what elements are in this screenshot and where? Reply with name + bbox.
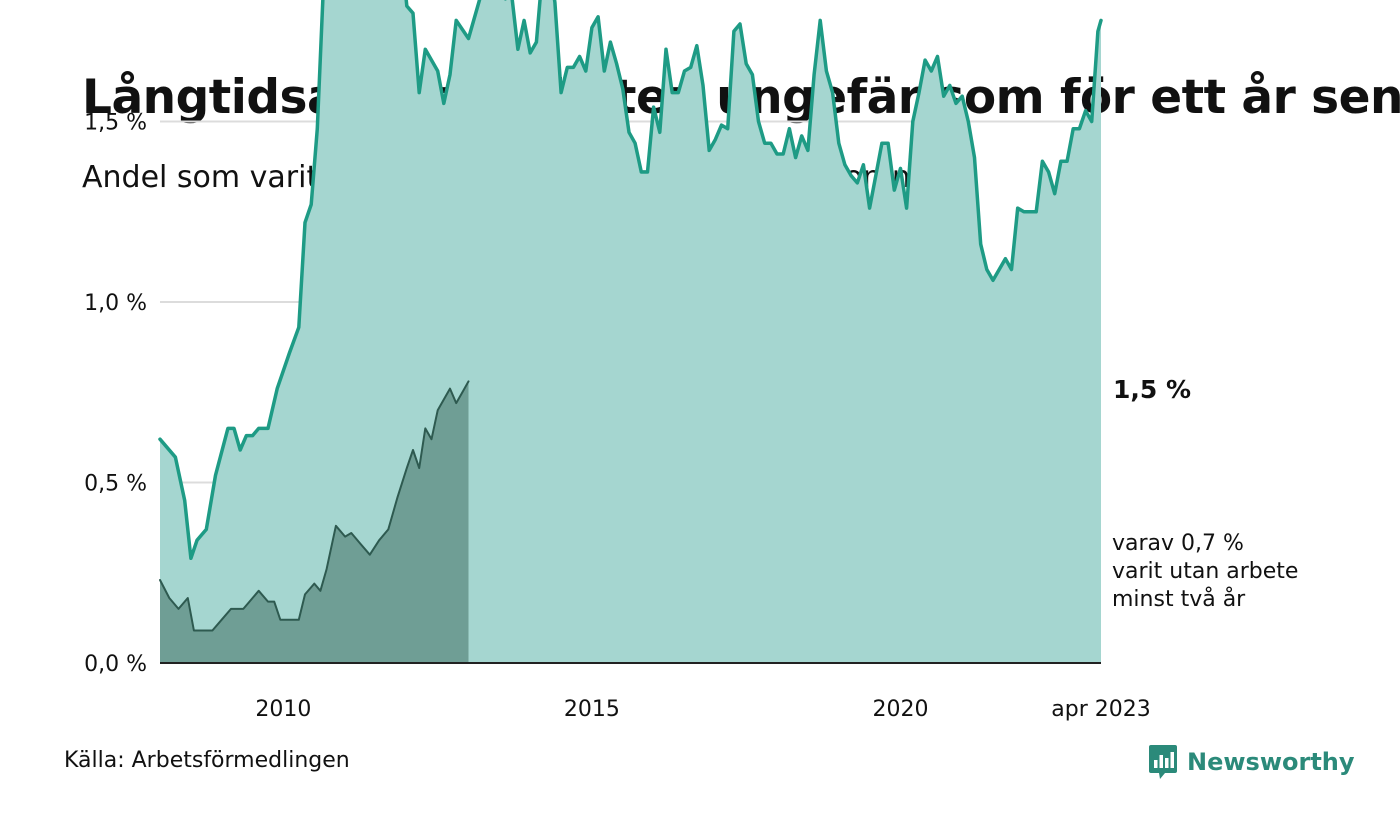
y-tick-label: 0,0 % — [84, 652, 147, 677]
y-tick-label: 1,0 % — [84, 291, 147, 316]
main-end-label: 1,5 % — [1113, 375, 1191, 404]
main-series-line — [158, 0, 1103, 561]
x-tick-label: apr 2023 — [1051, 697, 1150, 722]
main-series-area — [160, 0, 1101, 663]
x-tick-label: 2015 — [564, 697, 620, 722]
y-tick-label: 1,5 % — [84, 111, 147, 136]
sub-end-label-line: varit utan arbete — [1112, 559, 1298, 584]
y-tick-label: 0,5 % — [84, 472, 147, 497]
brand-logo: Newsworthy — [1148, 742, 1355, 782]
sub-series-area — [160, 381, 469, 663]
x-tick-label: 2010 — [255, 697, 311, 722]
sub-series-line — [159, 380, 470, 632]
newsworthy-logo-icon — [1149, 745, 1177, 779]
sub-end-label-line: varav 0,7 % — [1112, 531, 1244, 556]
chart-area: 0,0 %0,5 %1,0 %1,5 %2,0 %201020152020apr… — [84, 0, 1298, 723]
axis-layer: 0,0 %0,5 %1,0 %1,5 %2,0 %201020152020apr… — [84, 111, 1151, 723]
x-tick-label: 2020 — [872, 697, 928, 722]
sub-end-label-line: minst två år — [1112, 586, 1246, 612]
source-note: Källa: Arbetsförmedlingen — [64, 748, 350, 773]
brand-name: Newsworthy — [1187, 748, 1355, 776]
area-layer — [158, 0, 1103, 663]
